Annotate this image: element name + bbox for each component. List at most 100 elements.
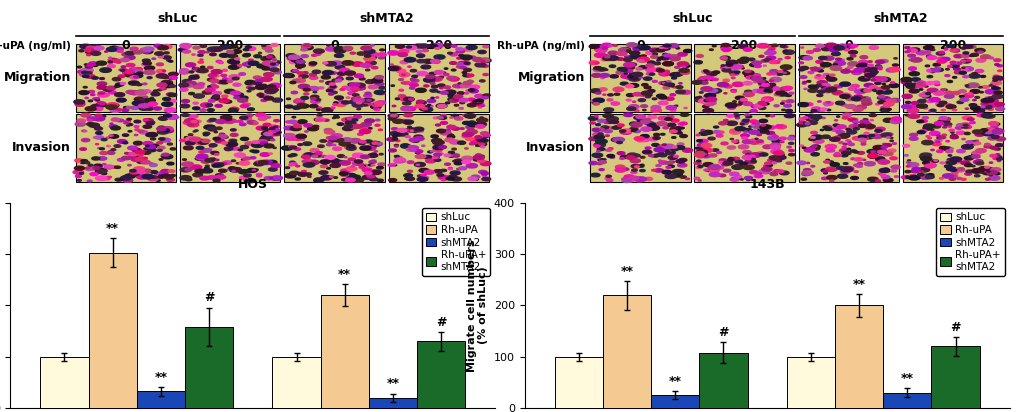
Circle shape [247,66,250,67]
Circle shape [379,153,383,155]
Circle shape [124,174,136,178]
Circle shape [723,85,732,88]
Circle shape [438,153,443,154]
Circle shape [749,171,757,174]
Circle shape [122,71,129,74]
Circle shape [476,118,487,122]
Circle shape [189,71,194,73]
Circle shape [215,175,225,179]
Circle shape [946,44,953,47]
Circle shape [95,136,104,139]
Circle shape [362,102,371,106]
Circle shape [354,125,363,128]
Circle shape [429,89,437,92]
Circle shape [853,164,858,166]
Circle shape [777,70,783,73]
Circle shape [926,100,933,103]
Circle shape [483,46,488,48]
Circle shape [82,68,93,73]
Circle shape [749,63,758,67]
Circle shape [126,63,135,67]
Circle shape [423,78,434,82]
Circle shape [852,108,862,112]
Circle shape [86,167,95,171]
Circle shape [215,174,223,177]
Circle shape [768,80,772,82]
Circle shape [900,80,911,84]
Circle shape [894,176,898,177]
Circle shape [639,138,648,141]
Circle shape [345,145,352,148]
Circle shape [950,61,955,63]
Circle shape [314,118,321,121]
Circle shape [995,154,999,155]
Circle shape [830,128,840,131]
Circle shape [96,108,101,110]
Circle shape [314,180,317,181]
Circle shape [749,141,758,144]
Circle shape [923,162,934,166]
Circle shape [975,162,982,165]
Circle shape [803,123,809,126]
Circle shape [742,70,753,75]
Circle shape [695,97,699,98]
Circle shape [404,58,416,62]
Circle shape [820,169,828,172]
Circle shape [608,65,615,68]
Circle shape [182,80,192,83]
Circle shape [854,89,865,94]
Circle shape [356,102,361,104]
Circle shape [478,143,484,145]
Circle shape [459,84,462,85]
Circle shape [138,130,144,132]
Circle shape [416,50,422,52]
Circle shape [852,118,857,121]
Circle shape [129,68,137,70]
Circle shape [973,142,979,145]
Circle shape [859,120,868,124]
Circle shape [884,133,892,136]
Circle shape [952,109,956,111]
Circle shape [184,137,189,138]
Circle shape [933,160,936,161]
Circle shape [215,104,222,107]
Circle shape [786,100,793,103]
Circle shape [86,107,96,111]
Circle shape [658,145,667,148]
Circle shape [109,135,113,136]
Circle shape [890,119,901,124]
Circle shape [162,171,168,173]
Circle shape [850,71,854,73]
Circle shape [101,138,107,140]
Circle shape [293,125,301,128]
Circle shape [682,66,685,68]
Circle shape [396,69,406,73]
Circle shape [326,89,332,92]
Circle shape [943,123,951,126]
Circle shape [271,176,282,180]
Circle shape [693,162,700,164]
Circle shape [965,170,972,173]
Circle shape [228,167,235,169]
Circle shape [82,71,88,74]
Circle shape [960,60,965,62]
Circle shape [289,171,299,175]
Circle shape [106,178,110,180]
Circle shape [679,83,682,84]
Circle shape [269,66,275,69]
Circle shape [965,59,970,61]
Circle shape [371,164,374,166]
Circle shape [219,133,224,135]
Circle shape [128,131,131,132]
Circle shape [766,73,772,75]
Circle shape [589,44,598,49]
Circle shape [719,56,730,60]
Circle shape [604,177,610,180]
Circle shape [746,179,749,180]
Circle shape [243,157,251,160]
Circle shape [719,57,727,59]
Circle shape [448,155,453,157]
Circle shape [918,89,922,90]
Circle shape [353,98,364,102]
Circle shape [620,158,624,159]
